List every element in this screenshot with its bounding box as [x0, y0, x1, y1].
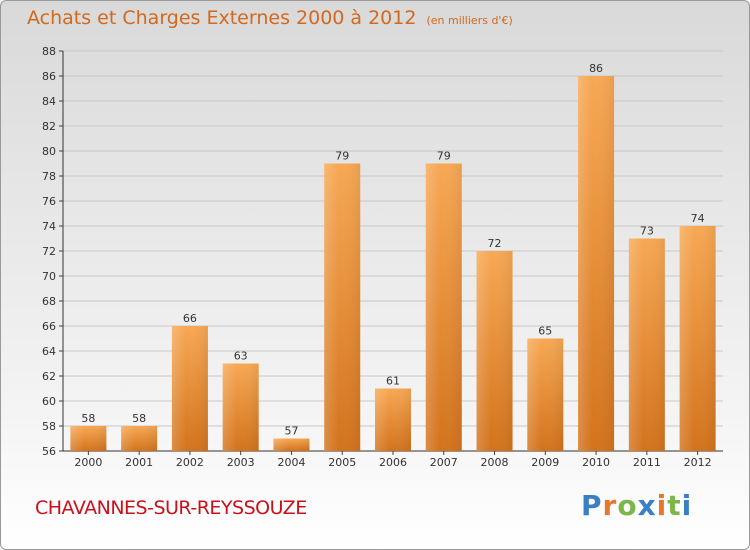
y-tick-label: 68: [42, 295, 56, 308]
y-tick-label: 78: [42, 170, 56, 183]
bar-shading: [375, 388, 411, 451]
logo-letter: i: [681, 489, 693, 522]
axis-layer: 56 58 60 62 64 66 68 70 72 74 76 78 80 82 84 86 88 2000 20…: [42, 45, 723, 469]
y-tick-label: 74: [42, 220, 56, 233]
x-tick-label: 2003: [227, 456, 255, 469]
chart-title: Achats et Charges Externes 2000 à 2012 (e…: [27, 7, 513, 29]
y-tick-label: 66: [42, 320, 56, 333]
bar-shading: [527, 338, 564, 451]
bar-shading: [222, 363, 259, 451]
logo-letter: i: [656, 489, 668, 522]
bar-shading: [70, 426, 107, 451]
bar-shading: [628, 238, 665, 451]
y-tick-label: 86: [42, 70, 56, 83]
y-tick-label: 60: [42, 395, 56, 408]
commune-name: CHAVANNES-SUR-REYSSOUZE: [35, 497, 307, 519]
bar-shading: [273, 438, 310, 451]
x-tick-label: 2005: [328, 456, 356, 469]
logo-letter: r: [602, 489, 618, 522]
x-tick-label: 2006: [379, 456, 407, 469]
x-tick-label: 2007: [430, 456, 458, 469]
y-tick-label: 82: [42, 120, 56, 133]
logo-letter: x: [637, 489, 657, 522]
data-label: 86: [589, 62, 603, 75]
bar-layer: [70, 76, 716, 451]
data-label: 72: [488, 237, 502, 250]
chart-subtitle: (en milliers d'€): [426, 14, 513, 27]
bar-shading: [324, 163, 361, 451]
bar-shading: [121, 426, 158, 451]
x-tick-label: 2004: [277, 456, 305, 469]
data-label: 73: [640, 225, 654, 238]
y-tick-label: 64: [42, 345, 56, 358]
bar-shading: [171, 326, 208, 451]
bar-shading: [476, 251, 513, 451]
x-tick-label: 2008: [481, 456, 509, 469]
x-tick-label: 2001: [125, 456, 153, 469]
y-tick-label: 76: [42, 195, 56, 208]
logo-letter: o: [617, 489, 638, 522]
y-tick-label: 84: [42, 95, 56, 108]
x-tick-label: 2009: [531, 456, 559, 469]
label-layer: 58 58 66 63 57 79 61 79 72 65 86 73 74: [81, 62, 704, 438]
x-tick-label: 2000: [74, 456, 102, 469]
bar-shading: [578, 76, 615, 451]
x-tick-label: 2010: [582, 456, 610, 469]
logo-letter: P: [581, 489, 603, 522]
data-label: 58: [132, 412, 146, 425]
data-label: 66: [183, 312, 197, 325]
y-tick-label: 70: [42, 270, 56, 283]
x-tick-label: 2012: [684, 456, 712, 469]
y-tick-label: 72: [42, 245, 56, 258]
data-label: 57: [284, 425, 298, 438]
data-label: 61: [386, 375, 400, 388]
data-label: 65: [538, 325, 552, 338]
data-label: 74: [691, 212, 705, 225]
data-label: 79: [437, 150, 451, 163]
y-tick-label: 56: [42, 445, 56, 458]
data-label: 79: [335, 150, 349, 163]
bar-shading: [679, 226, 716, 451]
y-tick-label: 80: [42, 145, 56, 158]
proxiti-logo: Proxiti: [581, 489, 692, 522]
y-tick-label: 62: [42, 370, 56, 383]
data-label: 63: [234, 350, 248, 363]
y-tick-label: 88: [42, 45, 56, 58]
y-tick-label: 58: [42, 420, 56, 433]
x-tick-label: 2002: [176, 456, 204, 469]
x-tick-label: 2011: [633, 456, 661, 469]
chart-title-text: Achats et Charges Externes 2000 à 2012: [27, 7, 417, 29]
data-label: 58: [81, 412, 95, 425]
bar-shading: [425, 163, 462, 451]
logo-letter: t: [667, 489, 682, 522]
